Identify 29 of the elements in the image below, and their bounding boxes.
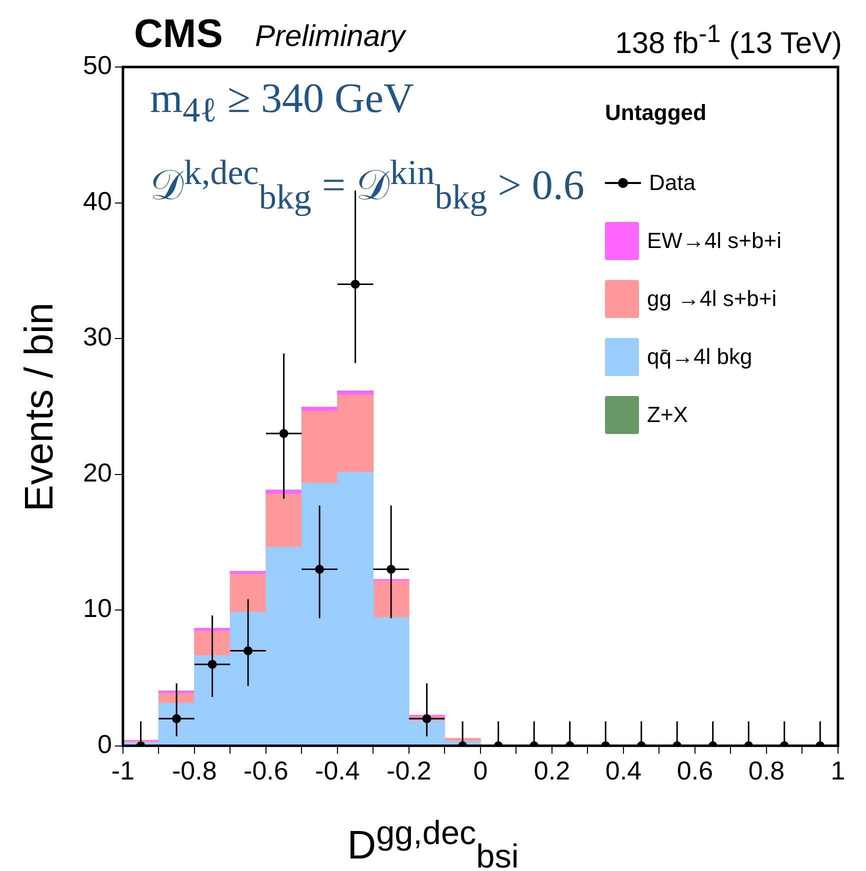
legend-title: Untagged: [605, 100, 708, 126]
legend-label: qq̄→4l bkg: [647, 344, 752, 370]
x-tick-label: 1: [830, 756, 846, 786]
annotation: m$_{4ℓ}$ ≥ 340 GeV: [150, 76, 414, 130]
x-tick-label: 0.4: [605, 756, 642, 786]
legend-label: Data: [649, 170, 696, 196]
y-tick-label: 20: [83, 457, 112, 488]
legend-label: Z+X: [647, 402, 688, 428]
annotation: 𝒟$^{k,dec}$$_{bkg}$ = 𝒟$^{kin}$$_{bkg}$ > 0.6: [150, 153, 584, 216]
y-tick-label: 0: [97, 728, 112, 759]
x-tick-label: 0: [473, 756, 488, 786]
x-tick-label: 0.6: [676, 756, 714, 786]
y-tick-label: 10: [83, 593, 112, 624]
x-tick-label: -1: [111, 756, 134, 786]
x-tick-label: 0.2: [534, 756, 570, 786]
text: 138 fb$^{-1}$ (13 TeV): [615, 20, 842, 60]
legend-label: EW→4l s+b+i: [647, 228, 782, 254]
x-tick-label: -0.6: [244, 756, 288, 786]
legend-label: gg →4l s+b+i: [647, 286, 777, 312]
y-tick-label: 50: [83, 50, 112, 80]
y-tick-label: 40: [83, 186, 112, 216]
y-axis-title: Events / bin: [18, 302, 62, 512]
x-tick-label: -0.8: [172, 756, 217, 786]
text: CMS: [134, 12, 223, 56]
x-tick-label: -0.4: [315, 756, 360, 786]
x-tick-label: 0.8: [748, 756, 785, 786]
text: Preliminary: [255, 20, 406, 53]
y-tick-label: 30: [83, 322, 112, 352]
x-tick-label: -0.2: [386, 756, 432, 786]
